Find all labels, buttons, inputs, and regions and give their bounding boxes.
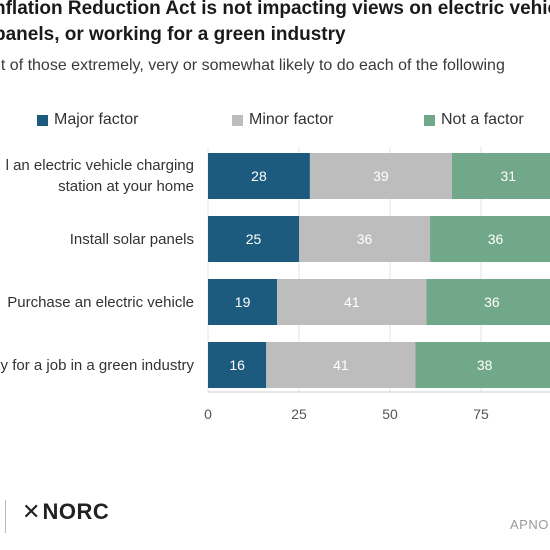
norc-logo-text: NORC: [42, 499, 110, 524]
bar-segment: [309, 153, 452, 199]
bar-segment: [415, 342, 550, 388]
category-label-line: l an electric vehicle charging: [5, 157, 194, 174]
source-credit: APNO: [510, 517, 549, 532]
legend-swatch-not: [424, 114, 435, 126]
data-label: 41: [333, 357, 349, 373]
data-label: 36: [357, 231, 373, 247]
data-label: 41: [344, 294, 360, 310]
x-tick-label: 0: [204, 406, 212, 422]
bar-segment: [299, 216, 431, 262]
data-label: 28: [251, 168, 267, 184]
bar-segment: [426, 279, 550, 325]
data-label: 25: [246, 231, 262, 247]
legend-label-major: Major factor: [54, 111, 139, 128]
category-label-line: Purchase an electric vehicle: [7, 293, 194, 311]
bar-segment: [208, 279, 278, 325]
category-label-line: Install solar panels: [69, 230, 194, 248]
data-label: 16: [229, 357, 245, 373]
x-tick-label: 50: [382, 406, 398, 422]
legend-swatch-minor: [232, 114, 243, 126]
category-label-line: y for a job in a green industry: [0, 356, 194, 374]
category-label: l an electric vehicle charging station at…: [6, 155, 194, 197]
legend-label-not: Not a factor: [441, 111, 524, 128]
chart-subtitle: nt of those extremely, very or somewhat …: [0, 57, 505, 74]
legend-swatch-major: [37, 114, 48, 126]
bar-segment: [266, 342, 416, 388]
footer-divider: [5, 500, 6, 533]
category-label: Install solar panels: [70, 229, 194, 250]
chart-title: nflation Reduction Act is not impacting …: [0, 0, 550, 48]
legend-item-not: Not a factor: [424, 111, 524, 129]
bar-segment: [430, 216, 550, 262]
chart-title-line-1: nflation Reduction Act is not impacting …: [0, 0, 550, 19]
bar-segment: [277, 279, 427, 325]
data-label: 36: [488, 231, 504, 247]
bar-segment: [208, 216, 299, 262]
norc-logo: ✕ NORC: [22, 499, 109, 525]
x-tick-label: 25: [291, 406, 307, 422]
x-tick-label: 75: [473, 406, 489, 422]
data-label: 39: [373, 168, 389, 184]
norc-star-icon: ✕: [22, 499, 41, 524]
chart-title-line-2: panels, or working for a green industry: [0, 24, 346, 45]
category-label: Purchase an electric vehicle: [7, 292, 194, 313]
bar-segment: [451, 153, 550, 199]
legend: Major factor Minor factor Not a factor: [0, 111, 550, 131]
data-label: 31: [501, 168, 517, 184]
stacked-bar-chart: 28 39 31 25 36 36 19 41 36 16 41 38 0 25 50 75: [204, 147, 550, 422]
data-label: 36: [484, 294, 500, 310]
data-label: 38: [477, 357, 493, 373]
legend-item-minor: Minor factor: [232, 111, 333, 129]
bar-segment: [208, 342, 267, 388]
legend-item-major: Major factor: [37, 111, 138, 129]
legend-label-minor: Minor factor: [249, 111, 334, 128]
data-label: 19: [235, 294, 251, 310]
category-label-line: station at your home: [58, 178, 194, 195]
category-label: y for a job in a green industry: [1, 355, 194, 376]
bar-segment: [208, 153, 310, 199]
